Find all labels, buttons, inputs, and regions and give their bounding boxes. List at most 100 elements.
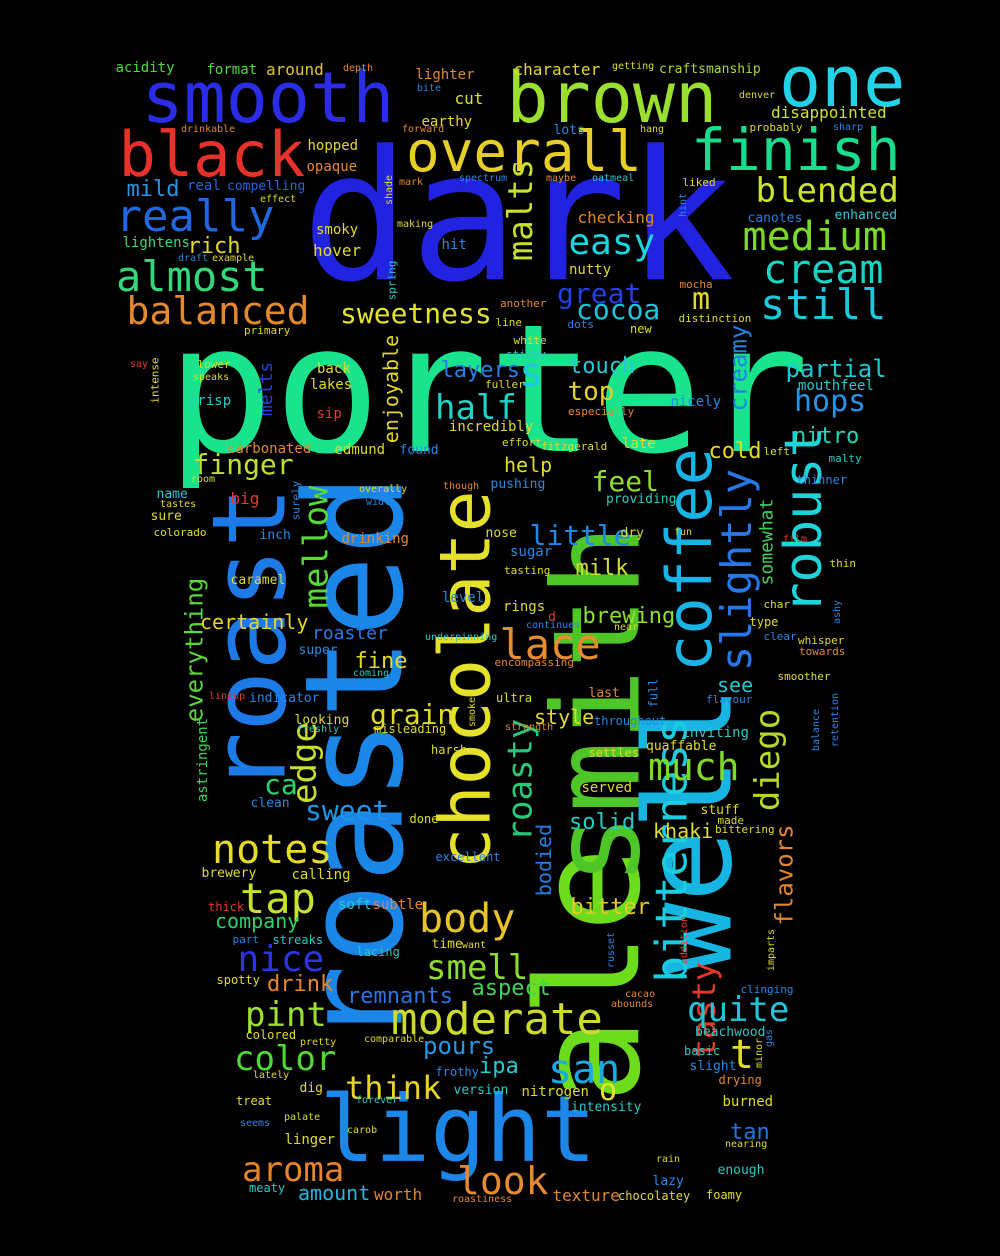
word-ipa: ipa bbox=[479, 1054, 519, 1079]
word-super: super bbox=[298, 642, 338, 658]
word-mark: mark bbox=[399, 177, 424, 188]
word-tan: tan bbox=[730, 1120, 770, 1145]
word-bitter: bitter bbox=[570, 895, 650, 920]
word-quaffable: quaffable bbox=[646, 738, 717, 754]
word-balance: balance bbox=[811, 708, 823, 752]
word-throughout: throughout bbox=[594, 714, 667, 728]
word-worth: worth bbox=[374, 1185, 423, 1204]
word-top: top bbox=[567, 377, 615, 407]
word-last: last bbox=[588, 685, 620, 701]
word-surely: surely bbox=[289, 480, 303, 520]
word-disappointed: disappointed bbox=[771, 103, 887, 122]
word-providing: providing bbox=[606, 491, 677, 507]
word-quite: quite bbox=[687, 990, 790, 1030]
word-sip: sip bbox=[316, 406, 342, 422]
word-flavour: flavour bbox=[706, 692, 753, 706]
word-lightens: lightens bbox=[122, 235, 190, 251]
word-balanced: balanced bbox=[126, 289, 310, 333]
word-fun: fun bbox=[674, 527, 693, 538]
word-depth: depth bbox=[343, 63, 374, 74]
word-canotes: canotes bbox=[747, 210, 803, 226]
word-done: done bbox=[409, 812, 439, 826]
word-incredibly: incredibly bbox=[449, 419, 534, 435]
word-lower: lower bbox=[197, 357, 231, 371]
word-room: room bbox=[191, 474, 216, 485]
word-film: film bbox=[783, 534, 808, 545]
word-roastiness: roastiness bbox=[452, 1194, 513, 1205]
word-opaque: opaque bbox=[306, 159, 358, 175]
word-hops: hops bbox=[794, 384, 867, 419]
word-hover: hover bbox=[313, 241, 362, 260]
word-nose: nose bbox=[485, 525, 517, 541]
word-half: half bbox=[435, 388, 517, 428]
word-clear: clear bbox=[763, 629, 797, 643]
word-much: much bbox=[648, 745, 740, 789]
word-moderate: moderate bbox=[391, 994, 603, 1045]
word-excellent: excellent bbox=[435, 850, 501, 864]
word-pretty: pretty bbox=[300, 1037, 337, 1048]
word-intensity: intensity bbox=[571, 1099, 642, 1115]
word-solid: solid bbox=[569, 810, 636, 835]
word-around: around bbox=[266, 60, 324, 79]
word-maybe: maybe bbox=[546, 173, 577, 184]
word-rain: rain bbox=[656, 1154, 681, 1165]
word-indicator: indicator bbox=[249, 690, 320, 706]
word-lots: lots bbox=[553, 122, 585, 138]
word-burned: burned bbox=[722, 1094, 774, 1110]
word-time: time bbox=[431, 936, 463, 952]
word-style: style bbox=[534, 705, 595, 729]
word-want: want bbox=[462, 940, 487, 951]
word-ultra: ultra bbox=[496, 691, 533, 705]
word-forward: forward bbox=[402, 124, 445, 135]
word-feel: feel bbox=[591, 465, 659, 498]
word-though: though bbox=[443, 481, 480, 492]
word-oatmeal: oatmeal bbox=[592, 173, 635, 184]
word-thinner: thinner bbox=[796, 473, 848, 487]
word-slight: slight bbox=[689, 1058, 737, 1074]
word-grain: grain bbox=[370, 698, 455, 731]
word-back: back bbox=[317, 361, 351, 377]
word-probably: probably bbox=[749, 120, 803, 134]
word-pours: pours bbox=[423, 1032, 496, 1060]
word-caramel: caramel bbox=[230, 572, 286, 588]
word-cream: cream bbox=[763, 247, 884, 293]
word-think: think bbox=[345, 1069, 442, 1107]
word-hint: hint bbox=[678, 192, 690, 218]
word-especially: especially bbox=[568, 404, 635, 418]
word-pushing: pushing bbox=[490, 476, 546, 492]
word-whisper: whisper bbox=[798, 633, 845, 647]
word-smoother: smoother bbox=[777, 669, 831, 683]
word-mild: mild bbox=[126, 177, 180, 202]
word-amount: amount bbox=[298, 1181, 371, 1205]
word-drying: drying bbox=[718, 1073, 762, 1087]
word-fuller: fuller bbox=[485, 377, 525, 391]
word-dig: dig bbox=[299, 1080, 323, 1096]
word-beachwood: beachwood bbox=[695, 1024, 766, 1040]
word-type: type bbox=[749, 615, 779, 629]
word-clinging: clinging bbox=[740, 982, 794, 996]
word-liked: liked bbox=[682, 175, 716, 189]
word-russet: russet bbox=[606, 931, 618, 969]
word-character: character bbox=[513, 60, 601, 79]
word-finger: finger bbox=[192, 448, 294, 481]
word-bodied: bodied bbox=[532, 823, 557, 897]
word-sugar: sugar bbox=[510, 544, 553, 560]
word-brewing: brewing bbox=[582, 604, 676, 629]
word-san: san bbox=[548, 1047, 621, 1093]
word-sure: sure bbox=[150, 508, 182, 524]
word-treat: treat bbox=[236, 1094, 273, 1108]
word-certainly: certainly bbox=[200, 610, 309, 634]
word-diego: diego bbox=[748, 708, 789, 812]
word-nice: nice bbox=[237, 939, 325, 980]
word-addition: addition bbox=[679, 915, 691, 965]
word-gas: gas bbox=[764, 1028, 776, 1048]
word-melts: melts bbox=[256, 361, 278, 417]
word-found: found bbox=[399, 442, 439, 458]
word-edmund: edmund bbox=[334, 442, 386, 458]
word-enhanced: enhanced bbox=[834, 207, 898, 223]
word-white: white bbox=[513, 333, 547, 347]
word-colored: colored bbox=[245, 1028, 297, 1042]
word-partial: partial bbox=[785, 355, 887, 383]
word-look: look bbox=[457, 1159, 549, 1203]
